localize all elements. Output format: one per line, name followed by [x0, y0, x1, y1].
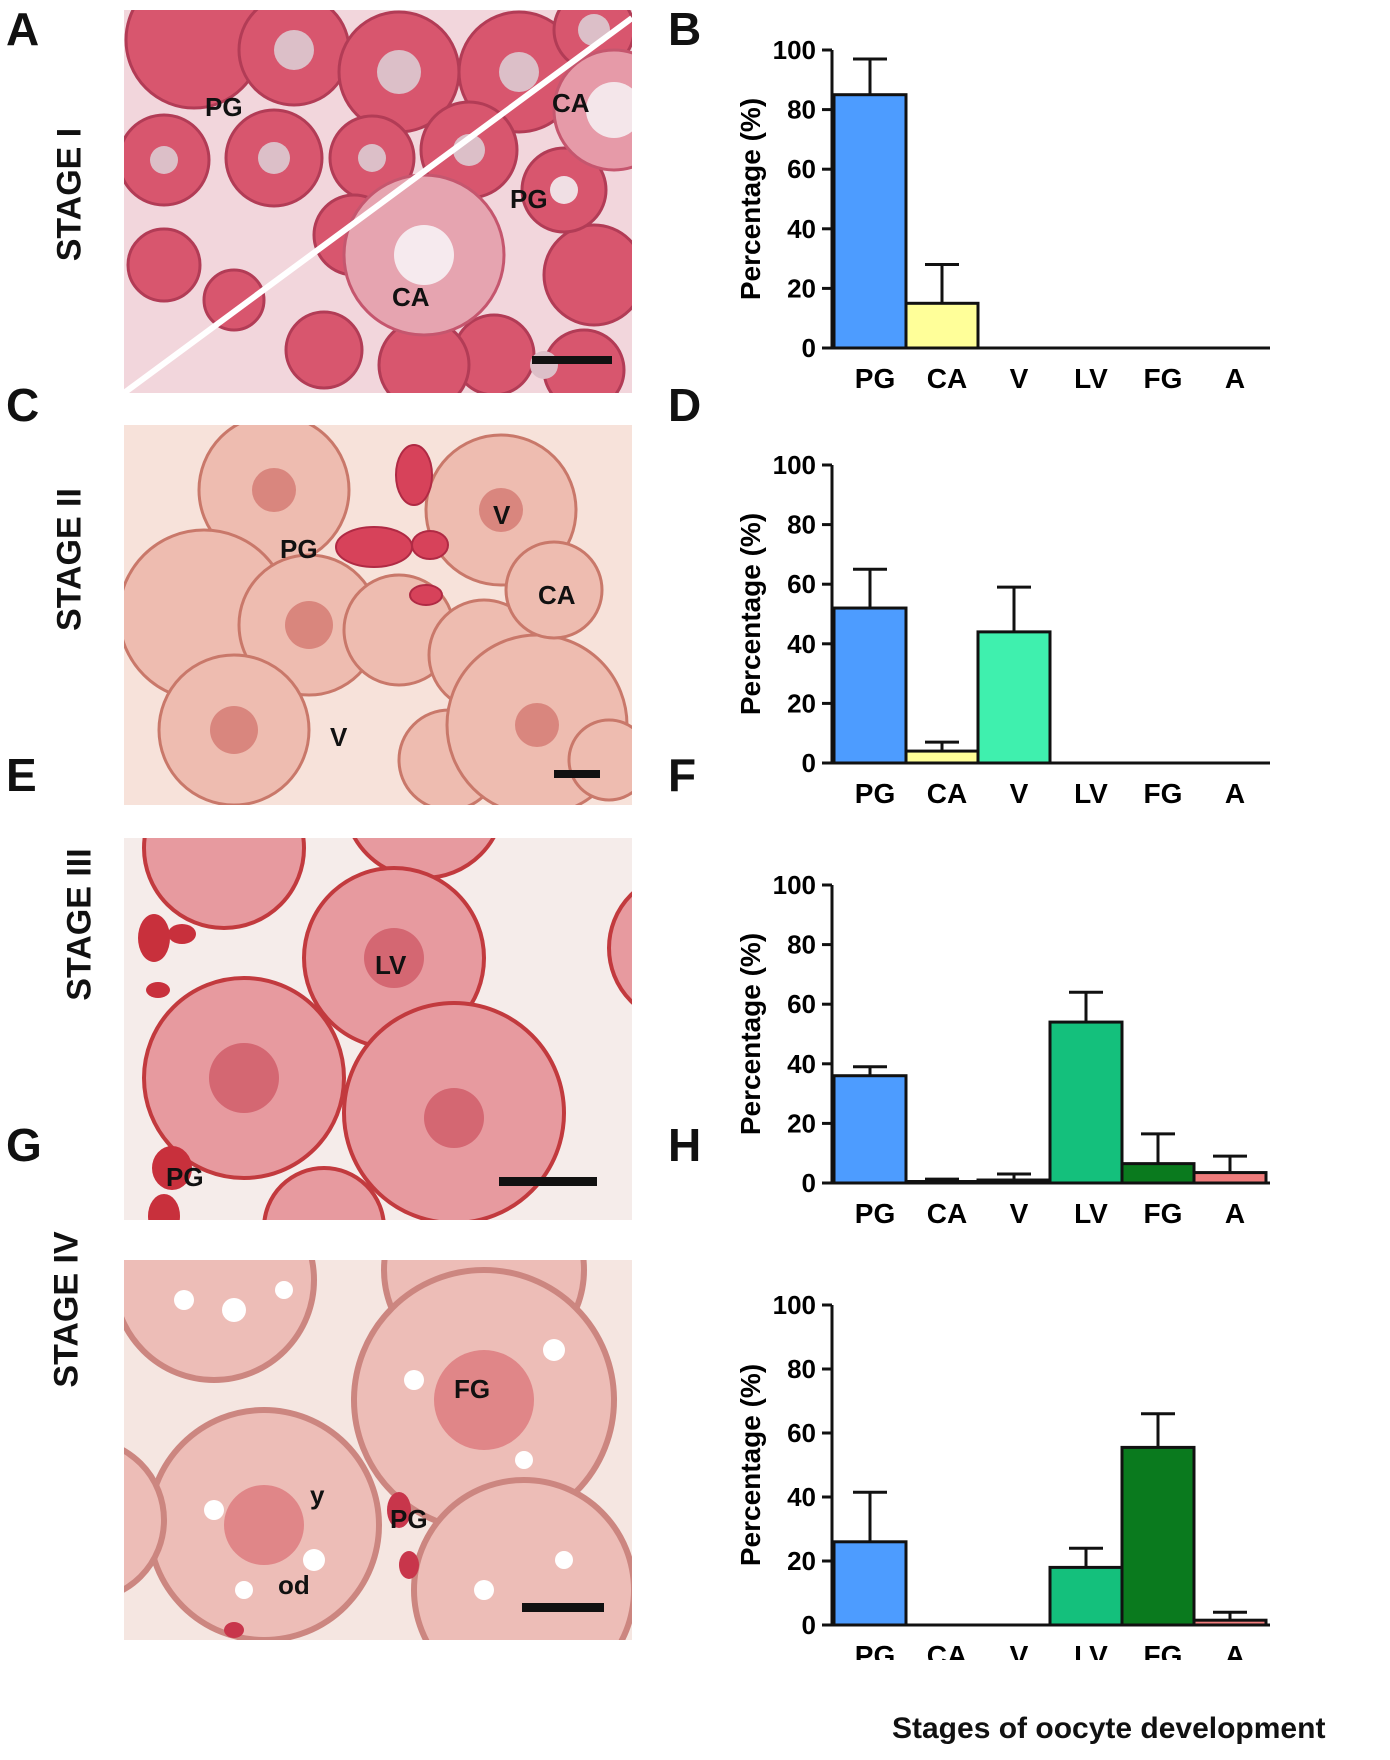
micrograph-stage-4 — [124, 1260, 632, 1640]
micro-label-a-ca1: CA — [552, 88, 590, 118]
micro-label-c-v2: V — [330, 722, 348, 752]
bar-lv — [1048, 1020, 1124, 1185]
y-tick-label: 80 — [787, 1354, 816, 1384]
bar-fg — [1120, 1445, 1196, 1627]
y-tick-label: 40 — [787, 1482, 816, 1512]
x-tick-label: LV — [1074, 363, 1108, 394]
micro-label-a-pg2: PG — [510, 184, 548, 214]
x-tick-label: PG — [855, 1198, 895, 1229]
y-tick-label: 100 — [773, 35, 816, 65]
micrograph-stage-3 — [124, 838, 632, 1220]
x-tick-label: V — [1010, 1198, 1029, 1229]
panel-letter-f: F — [668, 749, 697, 801]
y-tick-label: 60 — [787, 1418, 816, 1448]
y-axis-label: Percentage (%) — [735, 1364, 766, 1566]
stage-label-4: STAGE IV — [47, 1231, 86, 1388]
micro-label-e-lv: LV — [375, 950, 407, 980]
panel-letter-h: H — [668, 1119, 702, 1171]
x-tick-label: CA — [927, 778, 967, 809]
bar-chart-stage-3: Percentage (%) 0 20 40 60 80 100 PG CA V LV FG A — [735, 870, 1270, 1229]
bar-ca — [904, 749, 980, 765]
bar-chart-stage-4: Percentage (%) 0 20 40 60 80 100 PG CA V LV FG A — [735, 1290, 1270, 1660]
y-tick-label: 100 — [773, 870, 816, 900]
x-tick-label: CA — [927, 1640, 967, 1660]
y-tick-label: 0 — [802, 1610, 816, 1640]
x-tick-label: FG — [1144, 1640, 1183, 1660]
y-tick-label: 80 — [787, 930, 816, 960]
stage-label-2: STAGE II — [50, 488, 89, 631]
y-tick-label: 20 — [787, 1108, 816, 1138]
y-tick-label: 20 — [787, 1546, 816, 1576]
micro-label-c-v1: V — [493, 500, 511, 530]
x-tick-label: FG — [1144, 778, 1183, 809]
micro-label-g-pg: PG — [390, 1504, 428, 1534]
micro-label-a-ca2: CA — [392, 282, 430, 312]
y-axis-label: Percentage (%) — [735, 933, 766, 1135]
stage-label-1: STAGE I — [50, 127, 89, 262]
bar-pg — [832, 1074, 908, 1185]
x-tick-label: FG — [1144, 363, 1183, 394]
y-tick-label: 0 — [802, 333, 816, 363]
bar-a — [1192, 1171, 1268, 1185]
x-tick-label: LV — [1074, 778, 1108, 809]
x-tick-label: PG — [855, 363, 895, 394]
y-tick-label: 40 — [787, 629, 816, 659]
micro-label-g-od: od — [278, 1570, 310, 1600]
bar-pg — [832, 1540, 908, 1627]
x-tick-label: CA — [927, 1198, 967, 1229]
y-tick-label: 60 — [787, 989, 816, 1019]
y-axis-label: Percentage (%) — [735, 513, 766, 715]
x-tick-label: FG — [1144, 1198, 1183, 1229]
x-axis-title: Stages of oocyte development — [892, 1712, 1326, 1745]
micro-label-g-fg: FG — [454, 1374, 491, 1404]
x-tick-label: A — [1225, 778, 1245, 809]
y-tick-label: 40 — [787, 214, 816, 244]
micrograph-stage-1 — [124, 10, 632, 393]
y-tick-label: 80 — [787, 95, 816, 125]
x-tick-label: A — [1225, 1640, 1245, 1660]
bar-v — [976, 630, 1052, 765]
y-tick-label: 60 — [787, 569, 816, 599]
y-axis-label: Percentage (%) — [735, 98, 766, 300]
panel-letter-c: C — [6, 379, 40, 431]
panel-letter-a: A — [6, 3, 40, 55]
y-tick-label: 100 — [773, 1290, 816, 1320]
x-tick-label: A — [1225, 363, 1245, 394]
micro-label-c-ca: CA — [538, 580, 576, 610]
x-tick-label: V — [1010, 1640, 1029, 1660]
x-tick-label: PG — [855, 1640, 895, 1660]
y-tick-label: 20 — [787, 688, 816, 718]
y-tick-label: 80 — [787, 510, 816, 540]
bar-chart-stage-1: Percentage (%) 0 20 40 60 80 100 PG CA V LV FG A — [735, 35, 1270, 394]
x-tick-label: A — [1225, 1198, 1245, 1229]
y-tick-label: 20 — [787, 273, 816, 303]
x-tick-label: LV — [1074, 1640, 1108, 1660]
x-tick-label: PG — [855, 778, 895, 809]
bar-pg — [832, 93, 908, 350]
panel-letter-d: D — [668, 379, 702, 431]
micro-label-c-pg: PG — [280, 534, 318, 564]
y-tick-label: 0 — [802, 1168, 816, 1198]
x-tick-label: LV — [1074, 1198, 1108, 1229]
micro-label-g-y: y — [310, 1480, 325, 1510]
panel-letter-e: E — [6, 749, 37, 801]
bar-pg — [832, 606, 908, 765]
micrograph-stage-2 — [124, 425, 632, 805]
y-tick-label: 100 — [773, 450, 816, 480]
x-tick-label: CA — [927, 363, 967, 394]
y-tick-label: 0 — [802, 748, 816, 778]
bar-fg — [1120, 1162, 1196, 1185]
stage-label-3: STAGE III — [60, 848, 99, 1001]
bar-ca — [904, 301, 980, 350]
x-tick-label: V — [1010, 778, 1029, 809]
y-tick-label: 40 — [787, 1049, 816, 1079]
micro-label-e-pg: PG — [166, 1162, 204, 1192]
x-tick-label: V — [1010, 363, 1029, 394]
panel-letter-b: B — [668, 3, 702, 55]
y-tick-label: 60 — [787, 154, 816, 184]
panel-letter-g: G — [6, 1119, 42, 1171]
bar-lv — [1048, 1565, 1124, 1627]
micro-label-a-pg1: PG — [205, 92, 243, 122]
bar-chart-stage-2: Percentage (%) 0 20 40 60 80 100 PG CA V LV FG A — [735, 450, 1270, 809]
